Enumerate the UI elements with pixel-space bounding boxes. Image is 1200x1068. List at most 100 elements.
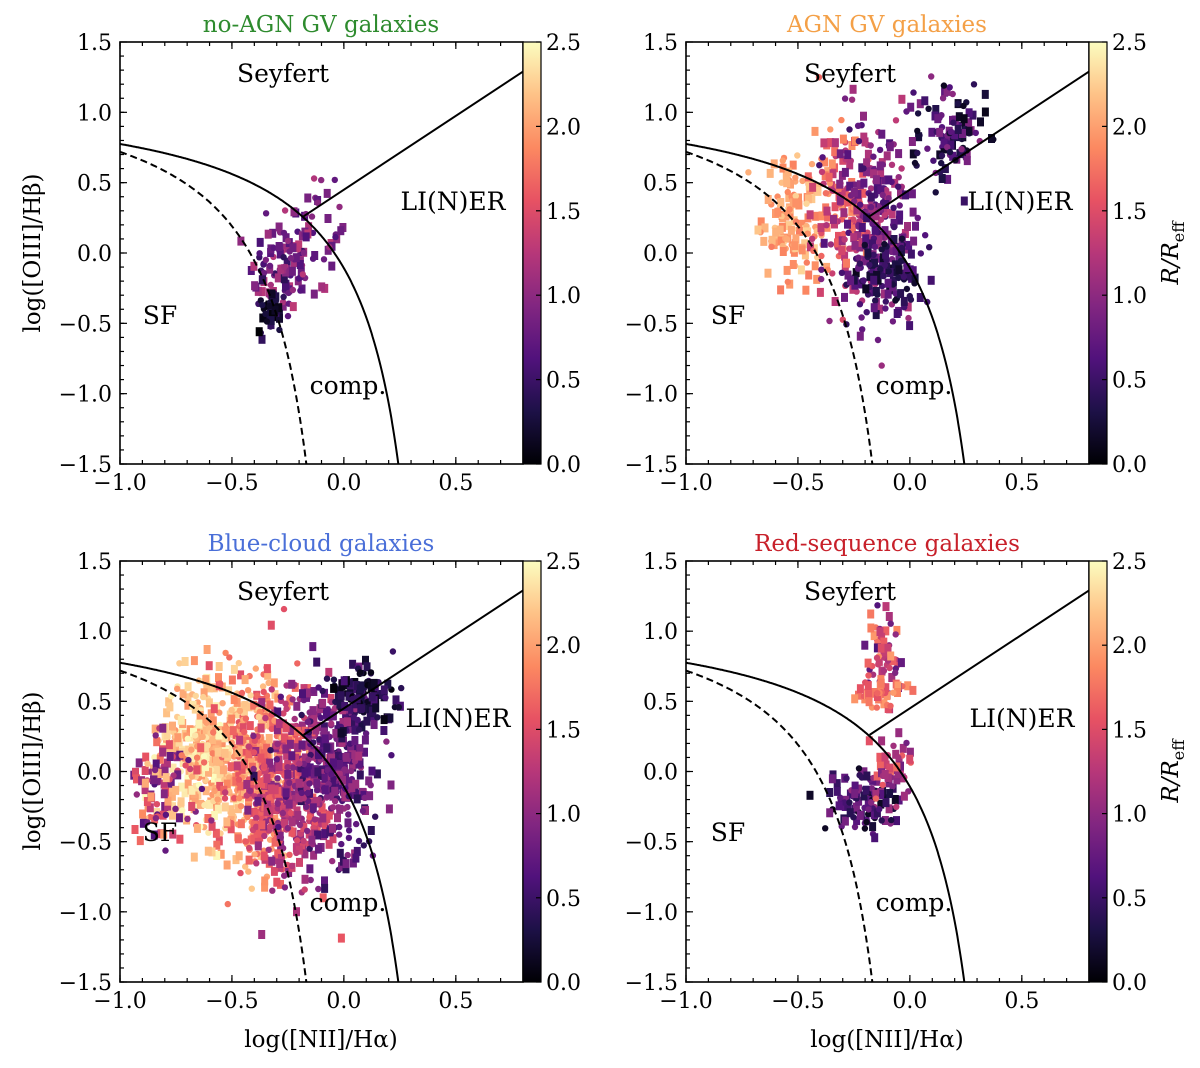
data-point	[877, 643, 885, 653]
data-point	[856, 684, 864, 694]
data-point	[867, 203, 875, 211]
data-point	[223, 779, 231, 789]
data-point	[330, 683, 338, 693]
data-point	[881, 240, 888, 248]
data-point	[930, 157, 937, 164]
data-point	[285, 799, 293, 809]
data-point	[818, 252, 825, 260]
data-point	[296, 857, 303, 867]
data-point	[250, 834, 258, 844]
seyfert-liner-line	[869, 589, 1089, 736]
data-point	[244, 687, 252, 694]
data-point	[856, 301, 864, 308]
data-point	[210, 729, 217, 736]
data-point	[839, 134, 847, 144]
data-point	[867, 192, 875, 202]
data-point	[290, 207, 298, 217]
data-point	[897, 761, 904, 771]
data-point	[296, 253, 304, 263]
data-point	[891, 178, 899, 188]
data-point	[871, 254, 879, 263]
data-point	[895, 795, 903, 805]
data-point	[289, 764, 296, 771]
data-point	[889, 656, 897, 666]
data-point	[131, 825, 139, 834]
data-point	[909, 207, 917, 217]
data-point	[256, 708, 263, 716]
data-point	[221, 748, 229, 758]
data-point	[191, 793, 199, 803]
data-point	[238, 764, 246, 774]
data-point	[774, 207, 782, 217]
data-point	[909, 149, 917, 159]
data-point	[169, 721, 176, 731]
data-point	[135, 758, 143, 768]
data-point	[337, 728, 345, 738]
data-point	[250, 700, 258, 710]
data-point	[358, 681, 366, 691]
colorbar-tick-label: 0.5	[1112, 369, 1147, 394]
data-point	[266, 262, 274, 269]
data-point	[882, 602, 890, 612]
data-point	[385, 804, 393, 814]
data-point	[944, 144, 951, 151]
data-point	[870, 153, 877, 160]
data-point	[227, 762, 235, 772]
data-point	[854, 231, 862, 240]
data-point	[262, 780, 270, 789]
data-point	[864, 149, 872, 159]
data-point	[281, 263, 288, 271]
data-point	[792, 234, 800, 244]
data-point	[204, 814, 212, 823]
data-point	[888, 816, 895, 824]
data-point	[251, 737, 258, 744]
data-point	[303, 688, 311, 698]
data-point	[331, 786, 339, 796]
data-point	[294, 660, 301, 667]
data-point	[248, 778, 256, 787]
data-point	[313, 657, 321, 667]
panel-agn-gv: AGN GV galaxies Seyfert LI(N)ER SF comp.…	[625, 12, 1188, 496]
data-point	[252, 808, 260, 818]
data-point	[820, 138, 828, 148]
data-point	[200, 759, 208, 766]
data-point	[949, 151, 957, 161]
colorbar	[522, 560, 542, 983]
data-point	[301, 874, 309, 884]
data-point	[292, 753, 300, 763]
data-point	[848, 224, 856, 234]
data-point	[328, 261, 336, 271]
data-point	[327, 694, 335, 703]
data-point	[836, 179, 844, 189]
data-point	[258, 287, 266, 297]
colorbar	[1088, 41, 1108, 465]
data-point	[232, 776, 240, 786]
kewley-line	[120, 143, 400, 464]
data-point	[237, 670, 245, 680]
data-point	[859, 326, 866, 333]
data-point	[777, 236, 785, 246]
data-point	[179, 689, 187, 699]
data-point	[851, 694, 859, 704]
data-point	[184, 700, 192, 710]
data-point	[320, 727, 328, 737]
data-point	[946, 84, 953, 91]
data-point	[267, 784, 275, 794]
data-point	[263, 774, 271, 783]
data-point	[895, 174, 902, 181]
data-point	[267, 620, 275, 630]
data-point	[293, 837, 301, 844]
data-point	[895, 754, 902, 761]
data-point	[884, 289, 892, 299]
data-point	[841, 816, 849, 826]
data-point	[238, 689, 246, 697]
data-point	[176, 834, 184, 844]
data-point	[277, 879, 284, 889]
data-point	[795, 193, 802, 203]
data-point	[329, 804, 337, 811]
data-point	[831, 202, 839, 212]
data-point	[293, 907, 300, 917]
data-point	[787, 225, 795, 235]
panel-blue-cloud: Blue-cloud galaxies Seyfert LI(N)ER SF c…	[20, 531, 581, 1053]
data-point	[885, 175, 893, 185]
